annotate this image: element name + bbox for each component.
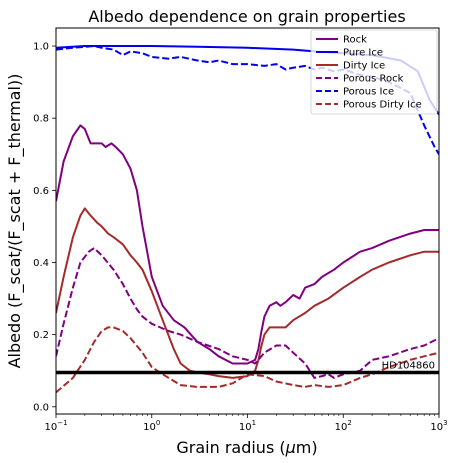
x-axis: 10−1 100 101 102 103 xyxy=(44,414,448,433)
legend-label: Dirty Ice xyxy=(343,61,385,72)
series-line-dirty-ice xyxy=(56,207,439,379)
y-tick-label: 0.2 xyxy=(33,330,49,341)
chart-title: Albedo dependence on grain properties xyxy=(88,7,405,26)
y-tick-label: 1.0 xyxy=(33,42,49,53)
legend-label: Pure Ice xyxy=(343,48,383,59)
x-tick-label: 100 xyxy=(143,419,160,433)
y-tick-label: 0.4 xyxy=(33,258,49,269)
series-line-rock xyxy=(56,124,439,365)
legend-label: Porous Ice xyxy=(343,87,394,98)
y-tick-label: 0.0 xyxy=(33,402,49,413)
x-axis-title-suffix: m) xyxy=(296,438,318,457)
y-tick-label: 0.6 xyxy=(33,186,49,197)
legend-label: Porous Rock xyxy=(343,74,404,85)
legend-box xyxy=(310,29,438,115)
series-line-porous-rock xyxy=(56,247,439,379)
x-tick-label: 10−1 xyxy=(44,419,67,433)
y-tick-label: 0.8 xyxy=(33,114,49,125)
y-axis-title: Albedo (F_scat/(F_scat + F_thermal)) xyxy=(5,74,25,369)
y-axis: 0.0 0.2 0.4 0.6 0.8 1.0 xyxy=(33,42,56,413)
x-axis-title-mu: μ xyxy=(285,438,296,457)
x-axis-title: Grain radius (μm) xyxy=(176,438,317,457)
legend-label: Porous Dirty Ice xyxy=(343,100,422,111)
x-tick-label: 102 xyxy=(335,419,352,433)
reference-line-label: HD104860 xyxy=(382,361,435,372)
x-tick-label: 103 xyxy=(430,419,447,433)
legend: Rock Pure Ice Dirty Ice Porous Rock Porous I… xyxy=(310,29,438,115)
series-line-porous-dirty-ice xyxy=(56,326,439,394)
legend-label: Rock xyxy=(343,35,367,46)
x-axis-title-prefix: Grain radius ( xyxy=(176,438,285,457)
x-tick-label: 101 xyxy=(239,419,256,433)
